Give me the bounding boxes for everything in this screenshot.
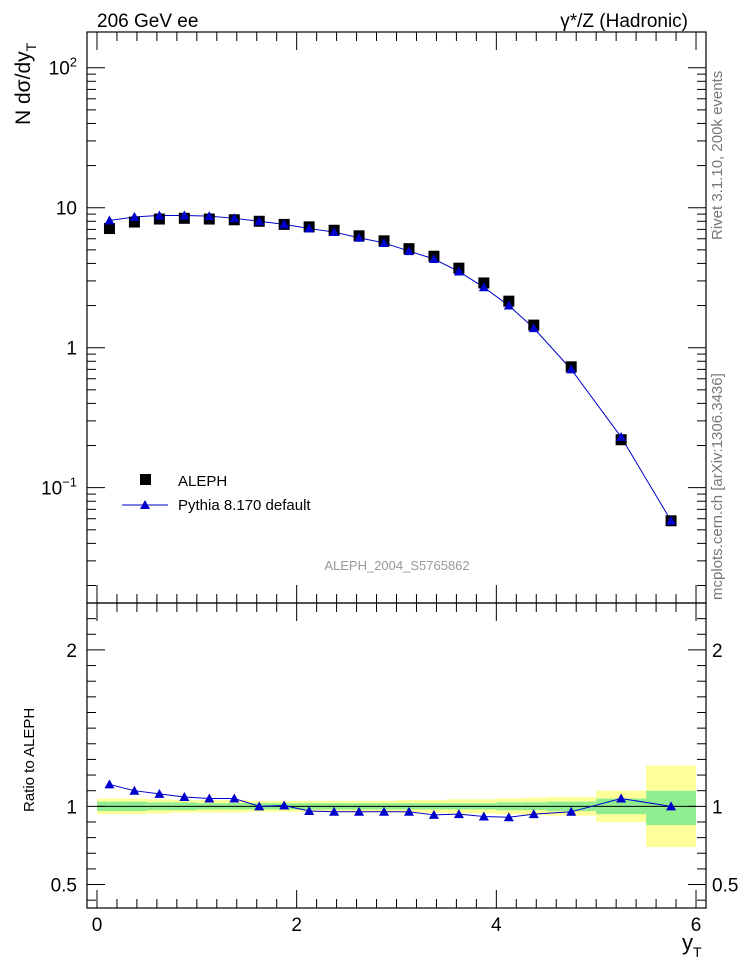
ratio-mc-point xyxy=(478,811,489,821)
ratio-mc-point xyxy=(503,812,514,822)
analysis-id: ALEPH_2004_S5765862 xyxy=(324,558,469,573)
ratio-y-tick-label-right: 2 xyxy=(712,641,723,662)
ratio-mc-point xyxy=(279,800,290,810)
ratio-mc-point xyxy=(379,806,390,816)
mc-point xyxy=(329,227,340,237)
main-y-tick-label: 10 xyxy=(56,199,77,220)
ratio-mc-point xyxy=(666,801,677,811)
mc-point xyxy=(503,300,514,310)
mc-point xyxy=(428,254,439,264)
x-tick-label: 0 xyxy=(92,915,103,936)
ratio-mc-point xyxy=(129,785,140,795)
legend-mc-marker xyxy=(140,500,150,509)
ratio-y-tick-label: 2 xyxy=(66,641,77,662)
ratio-mc-point xyxy=(354,806,365,816)
legend-mc-label: Pythia 8.170 default xyxy=(178,497,311,514)
ratio-mc-point xyxy=(179,791,190,801)
ratio-mc-point xyxy=(428,809,439,819)
ratio-mc-point xyxy=(304,806,315,816)
mc-point xyxy=(379,237,390,247)
mcplots-label: mcplots.cern.ch [arXiv:1306.3436] xyxy=(709,373,726,600)
x-tick-label: 4 xyxy=(491,915,502,936)
process-label: γ*/Z (Hadronic) xyxy=(560,11,688,32)
ratio-mc-point xyxy=(254,801,265,811)
main-y-tick-label: 102 xyxy=(49,55,77,80)
legend: ALEPH Pythia 8.170 default xyxy=(122,473,311,514)
legend-data-marker xyxy=(140,474,151,485)
mc-point xyxy=(453,266,464,276)
aleph-point xyxy=(103,223,115,235)
mc-point xyxy=(304,223,315,233)
ratio-bands xyxy=(96,765,697,847)
ratio-mc-point xyxy=(104,779,115,789)
ratio-y-tick-label-right: 1 xyxy=(712,797,723,818)
ratio-y-tick-label: 1 xyxy=(66,797,77,818)
mc-point xyxy=(403,246,414,256)
mc-point xyxy=(566,364,577,374)
ratio-y-tick-label: 0.5 xyxy=(51,876,77,897)
main-axis-ticks: 10−1 1 10 102 xyxy=(41,32,706,603)
mc-point xyxy=(478,282,489,292)
mc-point xyxy=(528,323,539,333)
ratio-ylabel: Ratio to ALEPH xyxy=(21,708,38,812)
x-tick-label: 6 xyxy=(691,915,702,936)
mc-point xyxy=(666,515,677,525)
ratio-axis-ticks: 0.5 0.5 1 1 2 2 0 2 4 6 xyxy=(51,602,738,936)
main-frame xyxy=(86,31,707,604)
main-data-marks xyxy=(103,210,677,527)
mc-point xyxy=(104,215,115,225)
main-ylabel: N dσ/dyT xyxy=(12,42,39,125)
ratio-data-marks xyxy=(104,779,677,822)
ratio-y-tick-label-right: 0.5 xyxy=(712,876,738,897)
main-y-tick-label: 1 xyxy=(66,339,77,360)
ratio-mc-point xyxy=(616,793,627,803)
ratio-frame xyxy=(86,602,707,909)
mc-point xyxy=(616,432,627,442)
ratio-mc-point xyxy=(528,809,539,819)
mc-point xyxy=(129,211,140,221)
ratio-mc-point xyxy=(329,806,340,816)
ratio-mc-point xyxy=(453,809,464,819)
aleph-point xyxy=(128,216,140,228)
ratio-mc-point xyxy=(403,806,414,816)
mc-point xyxy=(204,211,215,221)
mc-point xyxy=(229,213,240,223)
mc-point xyxy=(279,219,290,229)
mc-point xyxy=(154,210,165,220)
rivet-label: Rivet 3.1.10, 200k events xyxy=(709,71,726,240)
ratio-mc-point xyxy=(204,793,215,803)
energy-label: 206 GeV ee xyxy=(97,11,198,32)
main-y-tick-label: 10−1 xyxy=(41,475,77,500)
mc-point xyxy=(354,232,365,242)
legend-data-label: ALEPH xyxy=(178,473,227,490)
mc-point xyxy=(254,216,265,226)
ratio-mc-point xyxy=(229,793,240,803)
mc-point xyxy=(179,210,190,220)
ratio-mc-point xyxy=(566,806,577,816)
ratio-mc-point xyxy=(154,788,165,798)
x-tick-label: 2 xyxy=(291,915,302,936)
x-axis-label: yT xyxy=(682,930,702,960)
